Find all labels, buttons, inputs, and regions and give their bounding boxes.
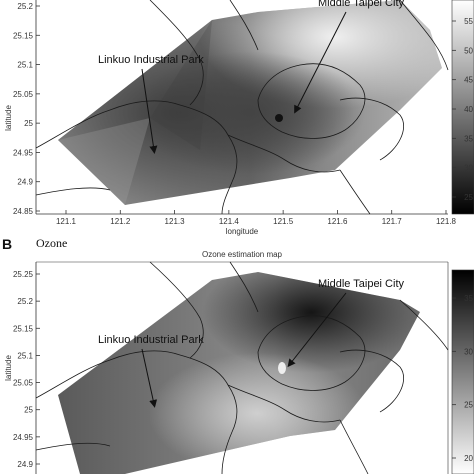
panel-a-ytick-label: 25.15 — [13, 31, 34, 40]
panel-b-label-middle-taipei: Middle Taipei City — [318, 278, 405, 290]
panel-b-ytick-label: 25.15 — [13, 324, 34, 333]
panel-a-xtick-label: 121.5 — [273, 217, 294, 226]
panel-a-colorbar-tick-label: 35 — [464, 134, 473, 143]
panel-a-arrow-middle-taipei — [294, 11, 347, 114]
panel-a-ytick-label: 24.9 — [17, 178, 33, 187]
panel-a-xtick-label: 121.3 — [165, 217, 186, 226]
panel-b-letter: B — [2, 236, 12, 252]
panel-a-colorbar-tick-label: 25 — [464, 193, 473, 202]
panel-a-annotation-middle-taipei: Middle Taipei City — [294, 0, 405, 114]
panel-b-annotation-linkuo: Linkuo Industrial Park — [98, 334, 204, 408]
panel-a-colorbar: 55 50 45 40 35 30 25 — [451, 0, 474, 215]
panel-a-ytick-label: 24.95 — [13, 148, 34, 157]
panel-b-arrow-linkuo — [141, 348, 158, 408]
panel-a-colorbar-tick-label: 30 — [464, 164, 473, 173]
panel-b-colorbar-tick-label: 20 — [464, 454, 473, 463]
panel-a-colorbar-scale — [451, 0, 474, 215]
panel-b-ytick-label: 25.05 — [13, 379, 34, 388]
panel-a-x-axis: 121.1 121.2 121.3 121.4 121.5 121.6 121.7 121.8… — [36, 210, 457, 236]
panel-a-colorbar-tick-label: 45 — [464, 76, 473, 85]
panel-b-hotspot — [278, 362, 286, 374]
panel-b-district-boundaries — [35, 261, 449, 474]
panel-b-ytick-label: 24.95 — [13, 433, 34, 442]
panel-a-arrow-linkuo — [141, 68, 158, 154]
panel-a-ytick-label: 25.05 — [13, 90, 34, 99]
panel-a-ytick-label: 25 — [24, 119, 33, 128]
panel-a-ytick-label: 25.1 — [17, 61, 33, 70]
panel-a-xtick-label: 121.8 — [436, 217, 457, 226]
panel-a-colorbar-tick-label: 40 — [464, 105, 473, 114]
panel-a-xlabel: longitude — [226, 227, 259, 236]
panel-b-colorbar: 35 30 25 20 — [451, 269, 474, 474]
panel-b-arrow-middle-taipei — [287, 292, 347, 368]
panel-a-ytick-label: 25.2 — [17, 2, 33, 11]
panel-a: latitude 25.2 25.15 25.1 25.05 25 24.95 24.9 24… — [4, 0, 474, 236]
panel-b-colorbar-tick-label: 30 — [464, 347, 473, 356]
panel-b-ytick-label: 25 — [24, 406, 33, 415]
panel-a-xtick-label: 121.6 — [327, 217, 348, 226]
panel-a-label-linkuo: Linkuo Industrial Park — [98, 54, 204, 66]
panel-b-colorbar-scale — [451, 269, 474, 474]
panel-a-y-axis: latitude 25.2 25.15 25.1 25.05 25 24.95 24.9 24… — [4, 0, 40, 216]
panel-b-y-axis: latitude 25.25 25.2 25.15 25.1 25.05 25 24.95 2… — [4, 262, 40, 474]
panel-a-label-middle-taipei: Middle Taipei City — [318, 0, 405, 9]
panel-a-estimation-surface — [58, 0, 442, 205]
panel-b-annotation-middle-taipei: Middle Taipei City — [287, 278, 405, 368]
panel-b-estimation-surface — [58, 272, 420, 474]
panel-b-ytick-label: 25.25 — [13, 270, 34, 279]
panel-a-annotation-linkuo: Linkuo Industrial Park — [98, 54, 204, 154]
panel-a-hotspot — [275, 114, 283, 122]
panel-a-district-boundaries — [35, 0, 449, 215]
panel-a-xtick-label: 121.4 — [219, 217, 240, 226]
panel-b-ylabel: latitude — [4, 355, 13, 381]
panel-a-xtick-label: 121.7 — [382, 217, 403, 226]
panel-b-pollutant: Ozone — [36, 236, 67, 250]
panel-b-title: Ozone estimation map — [202, 250, 283, 259]
panel-b-colorbar-tick-label: 25 — [464, 401, 473, 410]
panel-a-colorbar-tick-label: 50 — [464, 46, 473, 55]
panel-b: B Ozone Ozone estimation map latitude 25… — [2, 236, 474, 474]
panel-a-xtick-label: 121.2 — [110, 217, 131, 226]
panel-b-ytick-label: 24.9 — [17, 460, 33, 469]
panel-b-ytick-label: 25.1 — [17, 351, 33, 360]
panel-a-xtick-label: 121.1 — [56, 217, 77, 226]
panel-b-colorbar-tick-label: 35 — [464, 294, 473, 303]
panel-a-colorbar-tick-label: 55 — [464, 17, 473, 26]
panel-b-label-linkuo: Linkuo Industrial Park — [98, 334, 204, 346]
panel-b-ytick-label: 25.2 — [17, 297, 33, 306]
panel-a-ylabel: latitude — [4, 105, 13, 131]
panel-a-ytick-label: 24.85 — [13, 207, 34, 216]
